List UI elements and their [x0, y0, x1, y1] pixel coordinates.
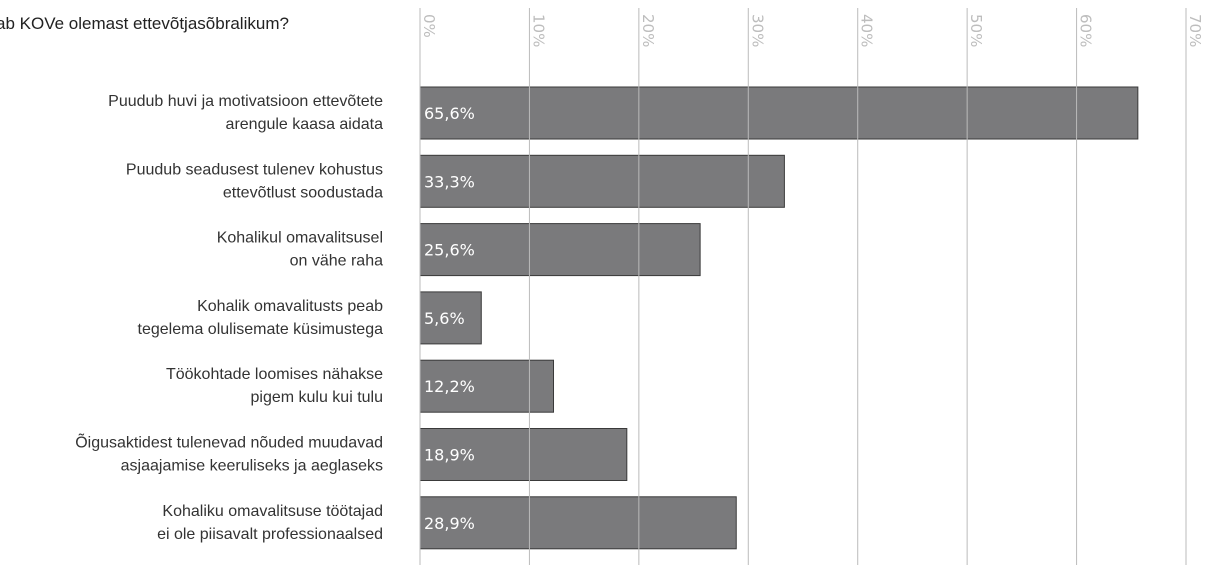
- chart-title: ab KOVe olemast ettevõtjasõbralikum?: [0, 14, 289, 33]
- bar: [419, 496, 737, 550]
- x-tick-label: 40%: [858, 14, 876, 47]
- x-tick-label: 60%: [1077, 14, 1095, 47]
- category-label: on vähe raha: [290, 253, 384, 270]
- bar-data-label: 25,6%: [424, 241, 475, 260]
- bar-data-label: 65,6%: [424, 104, 475, 123]
- category-label: Puudub huvi ja motivatsioon ettevõtete: [108, 93, 383, 110]
- category-label: asjaajamise keeruliseks ja aeglaseks: [121, 458, 383, 475]
- x-tick-label: 50%: [967, 14, 985, 47]
- bar-data-label: 12,2%: [424, 377, 475, 396]
- bar-data-label: 28,9%: [424, 514, 475, 533]
- x-tick-label: 0%: [420, 14, 438, 38]
- x-tick-label: 10%: [529, 14, 547, 47]
- category-label: ettevõtlust soodustada: [223, 184, 383, 201]
- category-label: arengule kaasa aidata: [226, 116, 384, 133]
- bar: [419, 86, 1139, 140]
- x-tick-label: 70%: [1186, 14, 1204, 47]
- bar: [419, 428, 628, 481]
- x-tick-label: 30%: [748, 14, 766, 47]
- category-label: Kohalikul omavalitsusel: [217, 230, 383, 247]
- bar-data-label: 18,9%: [424, 446, 475, 465]
- category-label: ei ole piisavalt professionaalsed: [157, 526, 383, 543]
- category-label: Õigusaktidest tulenevad nõuded muudavad: [75, 432, 383, 452]
- bar: [419, 223, 701, 277]
- bar: [419, 359, 555, 413]
- bar-data-label: 33,3%: [424, 172, 475, 191]
- x-tick-label: 20%: [639, 14, 657, 47]
- category-label: Töökohtade loomises nähakse: [166, 366, 383, 383]
- category-label: Puudub seadusest tulenev kohustus: [126, 161, 383, 178]
- category-label: Kohaliku omavalitsuse töötajad: [162, 503, 383, 520]
- bar: [419, 154, 785, 208]
- bar-data-label: 5,6%: [424, 309, 465, 328]
- category-label: pigem kulu kui tulu: [250, 389, 383, 406]
- category-label: Kohalik omavalitusts peab: [197, 298, 383, 315]
- category-label: tegelema olulisemate küsimustega: [138, 321, 384, 338]
